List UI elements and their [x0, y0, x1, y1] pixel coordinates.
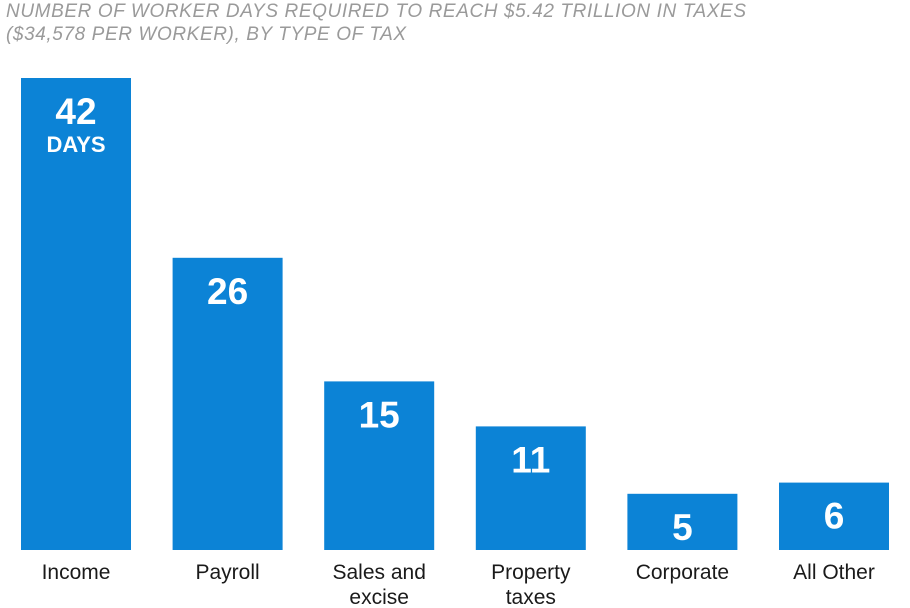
category-label-line: Income: [42, 561, 111, 584]
category-label-line: Corporate: [636, 561, 729, 584]
category-label-line: Property: [491, 561, 571, 584]
bar-corporate: [627, 493, 738, 550]
category-label-line: Payroll: [195, 561, 259, 584]
value-unit-label: DAYS: [46, 132, 105, 157]
category-label-payroll: Payroll: [195, 561, 259, 584]
bar-sales-and-excise: [324, 381, 435, 550]
bar-all-other: [779, 482, 889, 550]
bar-payroll: [172, 257, 283, 550]
chart-title: NUMBER OF WORKER DAYS REQUIRED TO REACH …: [6, 0, 906, 46]
value-label-all-other: 6: [824, 496, 845, 537]
category-labels-layer: Income Payroll Sales and excise Property taxe…: [42, 561, 875, 608]
category-label-line: All Other: [793, 561, 875, 584]
value-label-income: 42: [55, 91, 96, 132]
category-label-corporate: Corporate: [636, 561, 729, 584]
category-label-line: excise: [349, 586, 409, 608]
category-label-income: Income: [42, 561, 111, 584]
chart-title-line: NUMBER OF WORKER DAYS REQUIRED TO REACH …: [6, 1, 747, 22]
chart-subtitle-line: ($34,578 PER WORKER), BY TYPE OF TAX: [6, 24, 407, 45]
bars-layer: [21, 78, 889, 550]
category-label-line: taxes: [506, 586, 556, 608]
bar-income: [21, 78, 131, 550]
category-label-all-other: All Other: [793, 561, 875, 584]
value-label-corporate: 5: [672, 507, 693, 548]
category-label-line: Sales and: [332, 561, 425, 584]
category-label-sales-and-excise: Sales and excise: [332, 561, 425, 608]
value-label-property-taxes: 11: [511, 439, 550, 480]
value-label-payroll: 26: [207, 271, 248, 312]
bar-property-taxes: [475, 426, 586, 550]
category-label-property-taxes: Property taxes: [491, 561, 571, 608]
value-label-sales-and-excise: 15: [359, 394, 400, 435]
